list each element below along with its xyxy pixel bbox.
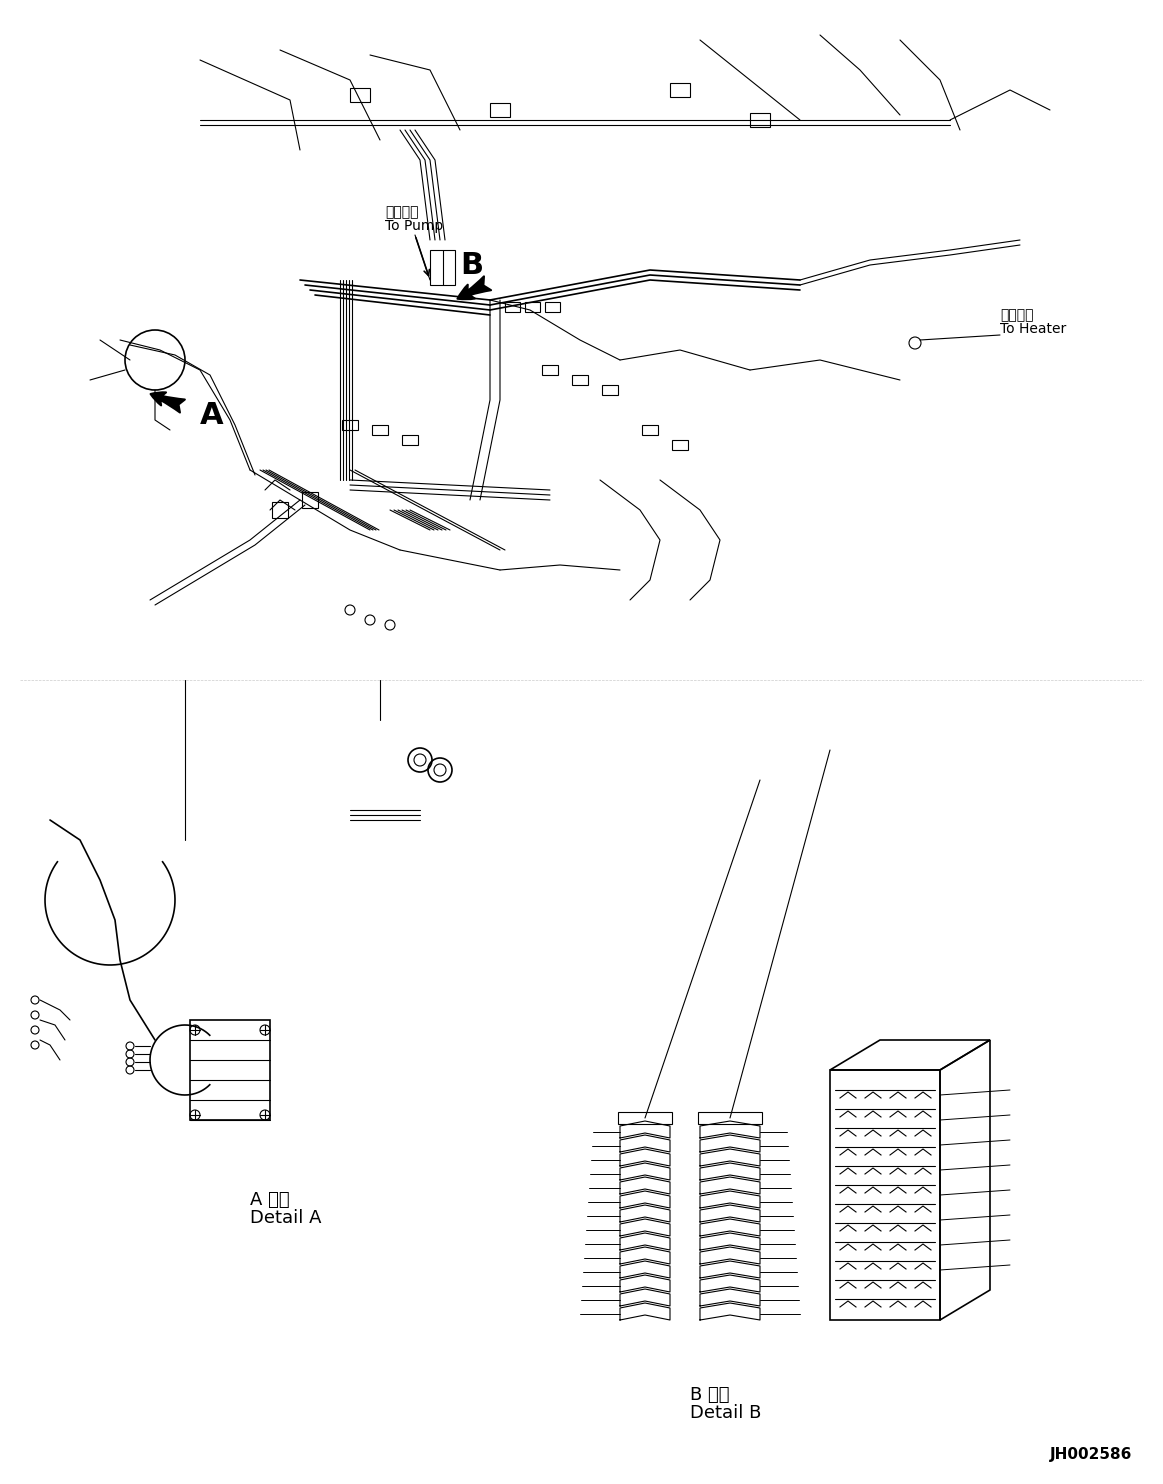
Text: A 詳細: A 詳細 [250,1192,290,1209]
Bar [750,113,770,128]
Text: To Heater: To Heater [1000,322,1066,335]
Text: B 詳細: B 詳細 [690,1386,729,1404]
Bar [525,303,540,312]
Bar [505,303,520,312]
Bar [542,365,558,375]
Text: JH002586: JH002586 [1050,1447,1133,1463]
Bar [430,249,455,285]
Bar [672,439,688,450]
Text: Detail B: Detail B [690,1404,762,1422]
Bar [302,493,317,508]
Bar [572,375,588,384]
Bar [350,88,370,102]
Text: Detail A: Detail A [250,1209,321,1227]
Bar [342,420,358,430]
Bar [698,1112,762,1123]
Text: To Pump: To Pump [385,220,443,233]
Bar [545,303,561,312]
Bar [830,1070,940,1319]
Bar [490,102,511,117]
Bar [272,502,288,518]
Bar [602,384,618,395]
Bar [618,1112,672,1123]
Bar [670,83,690,96]
Text: A: A [200,401,223,429]
Bar [372,424,388,435]
Text: ポンプへ: ポンプへ [385,205,419,220]
Bar [402,435,418,445]
Text: ヒータへ: ヒータへ [1000,309,1034,322]
Bar [190,1020,270,1120]
Text: B: B [461,251,483,279]
Bar [642,424,658,435]
